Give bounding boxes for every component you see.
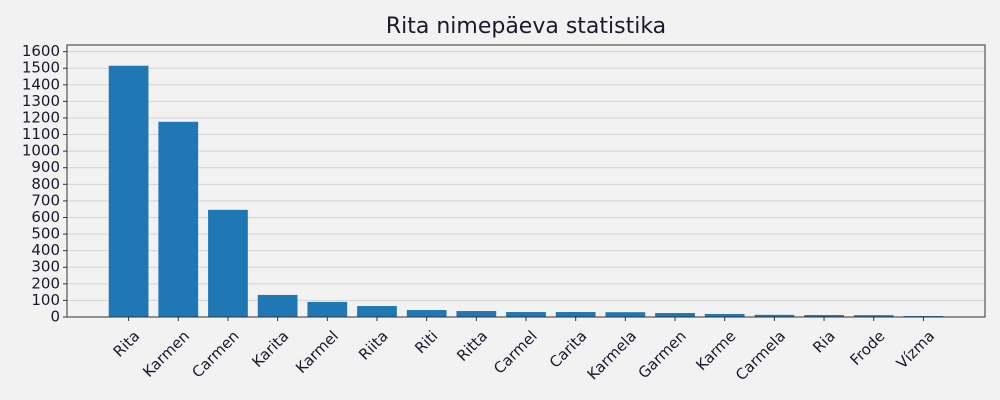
y-tick-label: 500	[31, 225, 60, 243]
y-tick-label: 600	[31, 208, 60, 226]
chart-title: Rita nimepäeva statistika	[386, 14, 666, 39]
bar	[555, 312, 596, 317]
bar	[208, 209, 248, 317]
bar	[257, 294, 298, 317]
y-tick-label: 800	[31, 175, 60, 193]
bar	[804, 315, 844, 317]
plot-frame	[66, 44, 986, 318]
bar	[307, 301, 348, 317]
bar	[108, 65, 149, 317]
y-tick-label: 700	[31, 191, 60, 209]
y-tick-label: 200	[31, 274, 60, 292]
bar	[605, 312, 646, 317]
bar	[406, 310, 447, 317]
y-tick-label: 1500	[22, 59, 60, 77]
bar	[357, 306, 397, 317]
y-tick-label: 1300	[22, 92, 60, 110]
y-tick-label: 400	[31, 241, 60, 259]
y-tick-label: 1200	[22, 108, 60, 126]
y-tick-label: 900	[31, 158, 60, 176]
y-tick-label: 1400	[22, 75, 60, 93]
bar	[655, 313, 695, 317]
bar	[853, 315, 894, 317]
y-tick-label: 100	[31, 291, 60, 309]
y-tick-label: 0	[50, 308, 60, 326]
bar	[754, 314, 795, 317]
y-tick-label: 1000	[22, 142, 60, 160]
bar	[158, 121, 199, 317]
bar	[456, 311, 497, 317]
y-tick-label: 300	[31, 258, 60, 276]
bar	[506, 312, 546, 317]
bar	[704, 314, 745, 317]
y-tick-label: 1600	[22, 42, 60, 60]
y-tick-label: 1100	[22, 125, 60, 143]
